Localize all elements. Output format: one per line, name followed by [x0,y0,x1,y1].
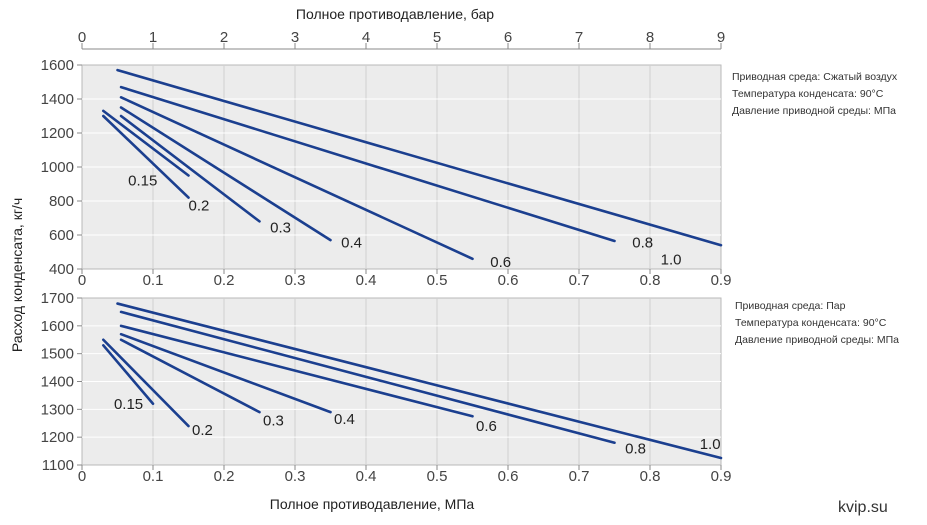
y-tick-label: 1000 [41,159,74,176]
legend-line: Давление приводной среды: МПа [732,105,896,117]
legend-line: Приводная среда: Пар [735,300,846,312]
top-axis-tick-label: 3 [291,29,299,46]
x-tick-label: 0.5 [427,272,448,289]
y-tick-label: 800 [49,193,74,210]
series-label-0-3: 0.3 [270,219,291,236]
series-label-0-8: 0.8 [625,440,646,457]
series-label-0-4: 0.4 [334,411,355,428]
x-tick-label: 0.1 [143,468,164,485]
legend-line: Температура конденсата: 90°C [735,317,887,329]
y-tick-label: 1600 [41,318,74,335]
y-tick-label: 1400 [41,374,74,391]
top-axis-tick-label: 4 [362,29,370,46]
x-tick-label: 0.1 [143,272,164,289]
series-line-1-0 [116,68,723,247]
top-axis-title: Полное противодавление, бар [296,6,494,22]
x-axis-title: Полное противодавление, МПа [270,496,475,512]
series-label-1-0: 1.0 [661,252,682,269]
x-tick-label: 0.7 [569,272,590,289]
x-tick-label: 0.4 [356,272,377,289]
y-tick-label: 1300 [41,401,74,418]
series-line-0-3 [119,338,261,414]
series-line-0-3 [119,114,261,223]
top-axis-tick-label: 6 [504,29,512,46]
series-line-0-8 [119,310,616,445]
legend-line: Температура конденсата: 90°C [732,88,884,100]
top-axis: 0 1 2 3 4 5 6 7 8 9 [78,29,725,50]
series-label-0-3: 0.3 [263,412,284,429]
x-tick-label: 0.2 [214,272,235,289]
series-label-0-2: 0.2 [192,422,213,439]
series-label-0-2: 0.2 [189,197,210,214]
x-tick-label: 0.7 [569,468,590,485]
series-line-0-15 [102,344,155,406]
legend-line: Приводная среда: Сжатый воздух [732,71,898,83]
series-line-0-2 [102,114,190,199]
top-axis-tick-label: 5 [433,29,441,46]
series-label-0-4: 0.4 [341,235,362,252]
series-label-0-6: 0.6 [476,418,497,435]
series-label-1-0: 1.0 [700,436,721,453]
series-label-0-15: 0.15 [128,173,157,190]
series-line-0-8 [119,85,616,243]
y-tick-label: 1500 [41,346,74,363]
x-tick-label: 0.6 [498,468,519,485]
y-tick-label: 1200 [41,429,74,446]
series-label-0-8: 0.8 [632,235,653,252]
y-tick-label: 1700 [41,290,74,307]
top-axis-tick-label: 8 [646,29,654,46]
series-line-0-6 [119,96,474,261]
watermark-text: kvip.su [838,499,888,516]
x-tick-label: 0.3 [285,272,306,289]
top-axis-tick-label: 1 [149,29,157,46]
x-tick-label: 0.8 [640,272,661,289]
y-tick-label: 1200 [41,125,74,142]
x-tick-label: 0.2 [214,468,235,485]
series-line-0-6 [119,324,474,418]
series-label-0-6: 0.6 [490,254,511,271]
y-tick-label: 1100 [42,457,74,474]
series-line-1-0 [116,302,723,460]
y-tick-label: 1600 [41,57,74,74]
top-axis-tick-label: 0 [78,29,86,46]
series-line-0-15 [102,109,190,177]
x-tick-label: 0 [78,468,86,485]
series-line-0-4 [119,106,332,242]
x-tick-label: 0 [78,272,86,289]
chart-panel-steam: 0 0.1 0.2 0.3 0.4 0.5 0.6 0.7 0.8 0.9 1100 1200 1300… [41,290,900,485]
y-tick-label: 600 [49,227,74,244]
x-tick-label: 0.8 [640,468,661,485]
chart-panel-compressed-air: 0 0.1 0.2 0.3 0.4 0.5 0.6 0.7 0.8 0.9 400 600 800 100… [41,57,898,289]
legend-line: Давление приводной среды: МПа [735,334,899,346]
series-line-0-4 [119,332,332,414]
series-line-0-2 [102,338,190,428]
top-axis-tick-label: 2 [220,29,228,46]
top-axis-tick-label: 9 [717,29,725,46]
top-axis-tick-label: 7 [575,29,583,46]
x-tick-label: 0.9 [711,468,732,485]
x-tick-label: 0.6 [498,272,519,289]
y-axis-title: Расход конденсата, кг/ч [9,198,25,352]
x-tick-label: 0.9 [711,272,732,289]
series-label-0-15: 0.15 [114,396,143,413]
x-tick-label: 0.3 [285,468,306,485]
x-tick-label: 0.4 [356,468,377,485]
y-tick-label: 400 [49,261,74,278]
y-tick-label: 1400 [41,91,74,108]
x-tick-label: 0.5 [427,468,448,485]
